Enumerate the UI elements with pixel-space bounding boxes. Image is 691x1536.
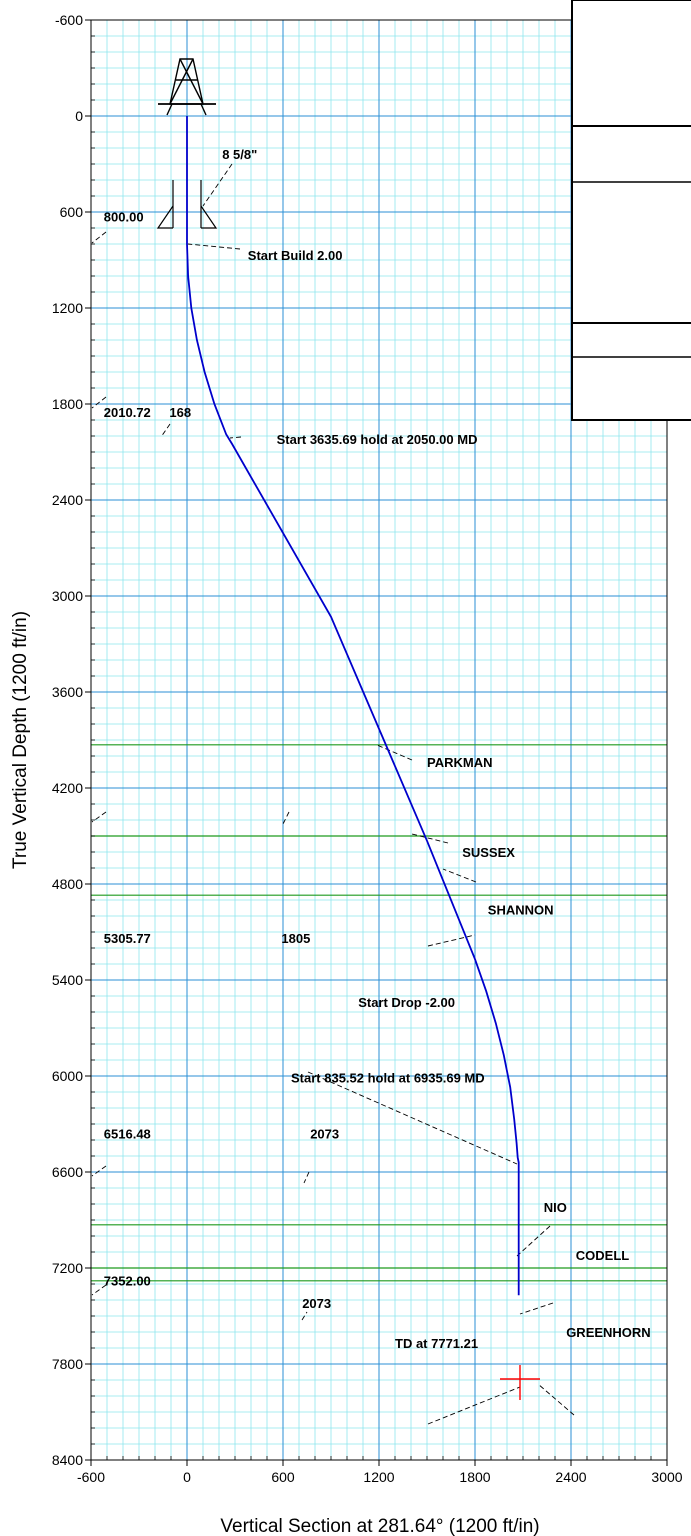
y-tick-label: 0 — [75, 108, 83, 124]
annotation-label: 168 — [169, 405, 191, 420]
x-tick-label: 1200 — [363, 1469, 394, 1485]
x-tick-label: 1800 — [459, 1469, 490, 1485]
y-tick-label: 5400 — [52, 972, 83, 988]
y-tick-label: 3000 — [52, 588, 83, 604]
y-tick-label: 3600 — [52, 684, 83, 700]
annotation-label: TD at 7771.21 — [395, 1336, 478, 1351]
x-axis-label: Vertical Section at 281.64° (1200 ft/in) — [220, 1516, 539, 1536]
y-axis-label: True Vertical Depth (1200 ft/in) — [10, 611, 31, 869]
td-target-marker — [500, 1365, 540, 1400]
annotation-label: 2073 — [310, 1126, 339, 1141]
y-tick-label: 6600 — [52, 1164, 83, 1180]
annotation-label: 800.00 — [104, 210, 144, 225]
annotation-label: GREENHORN — [566, 1325, 651, 1340]
drilling-rig-icon — [158, 58, 216, 116]
x-tick-label: 600 — [271, 1469, 295, 1485]
header-box — [571, 0, 691, 421]
annotations: 8 5/8" 800.00 Start Build 2.00 2010.72 168 St… — [104, 147, 651, 1351]
x-tick-labels: -600 0 600 1200 1800 2400 3000 — [77, 1456, 683, 1485]
annotation-label: Start 835.52 hold at 6935.69 MD — [291, 1070, 485, 1085]
x-tick-label: 3000 — [651, 1469, 682, 1485]
annotation-label: Start Drop -2.00 — [358, 995, 455, 1010]
annotation-label: CODELL — [576, 1248, 630, 1263]
annotation-label: 5305.77 — [104, 931, 151, 946]
x-tick-label: 0 — [183, 1469, 191, 1485]
annotation-label: 7352.00 — [104, 1274, 151, 1289]
annotation-label: 6516.48 — [104, 1126, 151, 1141]
x-tick-label: -600 — [77, 1469, 105, 1485]
y-tick-label: 8400 — [52, 1452, 83, 1468]
annotation-label: 2010.72 — [104, 405, 151, 420]
formation-tops — [91, 744, 667, 1282]
y-tick-label: 1800 — [52, 396, 83, 412]
annotation-label: 8 5/8" — [222, 147, 257, 162]
annotation-leaders — [91, 163, 575, 1425]
annotation-label: 1805 — [281, 931, 310, 946]
y-tick-label: 4800 — [52, 876, 83, 892]
x-tick-label: 2400 — [555, 1469, 586, 1485]
wellpath-line — [186, 116, 520, 1296]
annotation-label: SUSSEX — [462, 845, 515, 860]
annotation-label: Start Build 2.00 — [248, 248, 343, 263]
y-tick-label: 2400 — [52, 492, 83, 508]
annotation-label: Start 3635.69 hold at 2050.00 MD — [277, 432, 478, 447]
annotation-label: SHANNON — [488, 902, 554, 917]
y-tick-label: 7200 — [52, 1260, 83, 1276]
annotation-label: NIO — [544, 1200, 567, 1215]
y-tick-label: 7800 — [52, 1356, 83, 1372]
y-tick-labels: -600 0 600 1200 1800 2400 3000 3600 4200 4800 5400… — [52, 12, 95, 1468]
y-tick-label: -600 — [55, 12, 83, 28]
annotation-label: 2073 — [302, 1296, 331, 1311]
y-tick-label: 600 — [60, 204, 84, 220]
casing-shoe-icon — [156, 180, 218, 229]
y-tick-label: 4200 — [52, 780, 83, 796]
annotation-label: PARKMAN — [427, 755, 492, 770]
y-tick-label: 6000 — [52, 1068, 83, 1084]
y-tick-label: 1200 — [52, 300, 83, 316]
